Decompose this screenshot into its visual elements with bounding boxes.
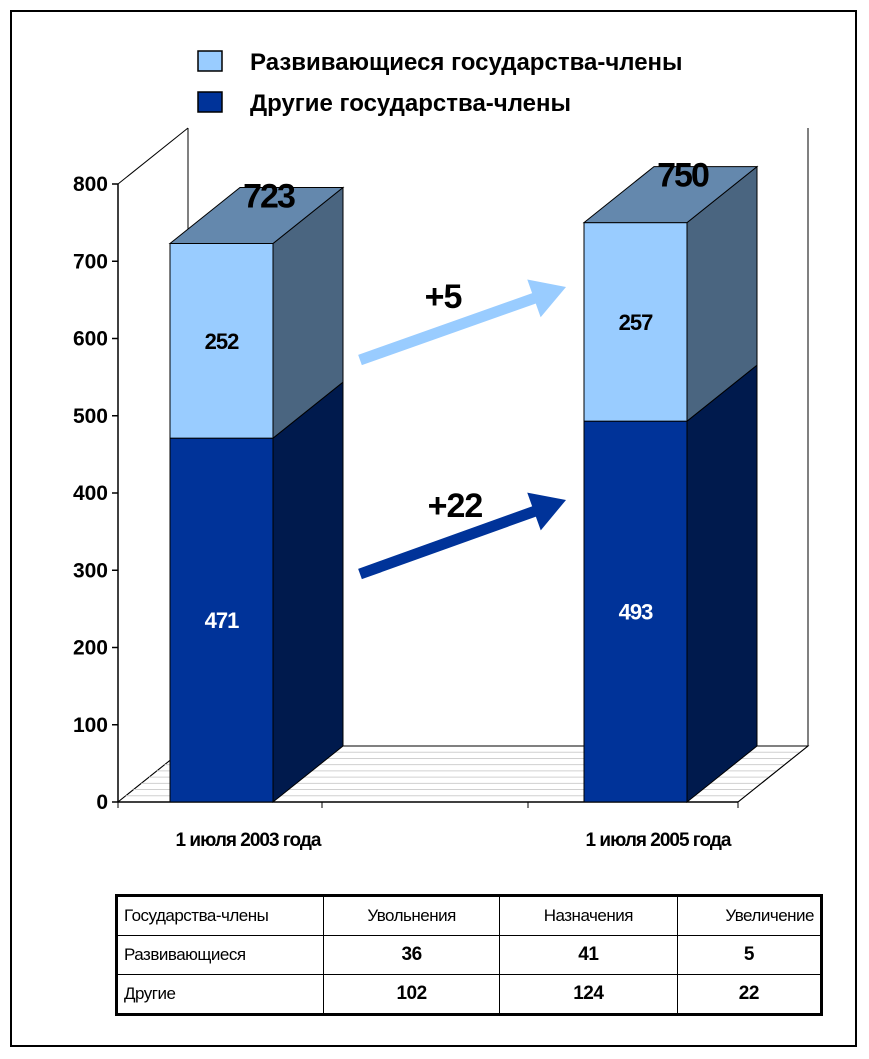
table-header-row: Государства-члены Увольнения Назначения …	[115, 895, 823, 936]
bar-segment-side	[272, 381, 344, 804]
change-label: +22	[428, 487, 483, 525]
y-tick-label: 200	[73, 637, 108, 660]
table-cell: 41	[498, 935, 678, 975]
y-tick-label: 100	[73, 714, 108, 737]
change-arrow-shaft	[358, 290, 544, 366]
bars: 471 252 723 493 257 750	[168, 157, 759, 804]
header-cell: Назначения	[498, 895, 678, 936]
summary-table: Государства-члены Увольнения Назначения …	[115, 894, 823, 1016]
table-cell: 22	[676, 974, 823, 1015]
legend: Развивающиеся государства-члены Другие г…	[197, 49, 683, 117]
y-tick-label: 800	[73, 173, 108, 196]
legend-swatch-other	[197, 91, 223, 113]
change-arrow-head	[527, 492, 566, 531]
side-wall-top-edge	[117, 127, 189, 185]
change-arrows: +5 +22	[358, 278, 566, 580]
table-cell: 124	[498, 974, 678, 1015]
y-axis: 0 100 200 300 400 500 600 700 800	[73, 173, 119, 814]
legend-label-other: Другие государства-члены	[250, 90, 571, 117]
table-cell: Развивающиеся	[115, 935, 325, 975]
header-cell: Увольнения	[323, 895, 500, 936]
legend-swatch-developing	[197, 50, 223, 72]
x-category-label: 1 июля 2003 года	[176, 830, 322, 851]
bar-value-label: 257	[619, 310, 653, 335]
floor-right-edge	[737, 745, 809, 803]
table-cell: 102	[323, 974, 500, 1015]
bar-segment-front	[583, 222, 688, 422]
x-axis: 1 июля 2003 года 1 июля 2005 года	[117, 802, 739, 851]
y-tick-label: 400	[73, 482, 108, 505]
bar-segment-front	[169, 437, 274, 803]
table-cell: Другие	[115, 974, 325, 1015]
table-row: Другие 102 124 22	[115, 974, 823, 1015]
change-arrow-head	[527, 279, 566, 318]
y-tick-label: 600	[73, 328, 108, 351]
bar-value-label: 471	[205, 608, 239, 633]
x-category-label: 1 июля 2005 года	[586, 830, 732, 851]
change-arrow-shaft	[358, 503, 544, 580]
table-cell: 5	[676, 935, 823, 975]
bar-total-label: 723	[243, 177, 295, 215]
y-tick-label: 0	[96, 791, 108, 814]
bar-value-label: 493	[619, 600, 653, 625]
header-cell: Увеличение	[676, 895, 823, 936]
change-label: +5	[425, 278, 462, 316]
bar-value-label: 252	[205, 329, 239, 354]
header-cell: Государства-члены	[115, 895, 325, 936]
table-row: Развивающиеся 36 41 5	[115, 935, 823, 975]
bar-total-label: 750	[657, 157, 709, 195]
bar-segment-side	[686, 364, 758, 804]
legend-label-developing: Развивающиеся государства-члены	[250, 49, 683, 76]
bar-top-face	[168, 186, 345, 244]
table-cell: 36	[323, 935, 500, 975]
y-tick-label: 300	[73, 559, 108, 582]
y-tick-label: 500	[73, 405, 108, 428]
y-tick-label: 700	[73, 250, 108, 273]
bar-top-face	[582, 166, 759, 224]
stacked-bar-chart: Развивающиеся государства-члены Другие г…	[73, 49, 810, 851]
